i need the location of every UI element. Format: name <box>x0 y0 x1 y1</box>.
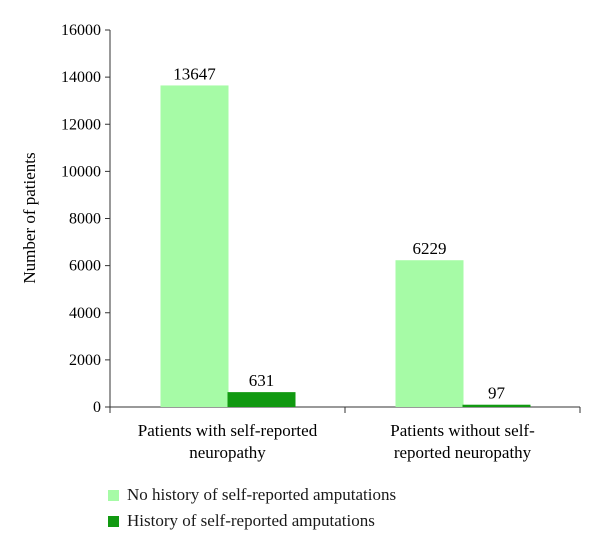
y-tick-label: 14000 <box>61 69 101 86</box>
legend-label-no-history: No history of self-reported amputations <box>127 485 397 504</box>
y-tick-label: 10000 <box>61 163 101 180</box>
x-category-label: reported neuropathy <box>394 443 532 462</box>
bar-no-history <box>160 85 229 407</box>
y-tick-label: 8000 <box>69 211 101 228</box>
data-label: 97 <box>488 384 506 403</box>
legend-label-history: History of self-reported amputations <box>127 511 375 530</box>
data-label: 6229 <box>413 239 447 258</box>
data-label: 631 <box>249 371 275 390</box>
bar-history <box>462 404 531 407</box>
y-tick-label: 16000 <box>61 22 101 39</box>
bar-history <box>227 392 296 407</box>
y-tick-label: 6000 <box>69 258 101 275</box>
legend-item-no-history: No history of self-reported amputations <box>108 482 396 508</box>
data-label: 13647 <box>173 64 216 83</box>
legend-swatch-history <box>108 515 119 527</box>
y-axis-title: Number of patients <box>20 152 39 283</box>
legend-item-history: History of self-reported amputations <box>108 508 396 534</box>
legend-swatch-no-history <box>108 489 119 501</box>
bar-chart: Number of patients 0 2000 4000 6000 8000 1000… <box>20 22 581 462</box>
y-tick-label: 0 <box>93 399 101 416</box>
y-tick-label: 2000 <box>69 352 101 369</box>
legend: No history of self-reported amputations … <box>108 482 396 534</box>
x-category-label: Patients without self- <box>390 421 535 440</box>
y-tick-label: 4000 <box>69 305 101 322</box>
bar-no-history <box>395 260 464 407</box>
y-tick-label: 12000 <box>61 116 101 133</box>
x-category-label: neuropathy <box>189 443 266 462</box>
x-category-label: Patients with self-reported <box>138 421 318 440</box>
